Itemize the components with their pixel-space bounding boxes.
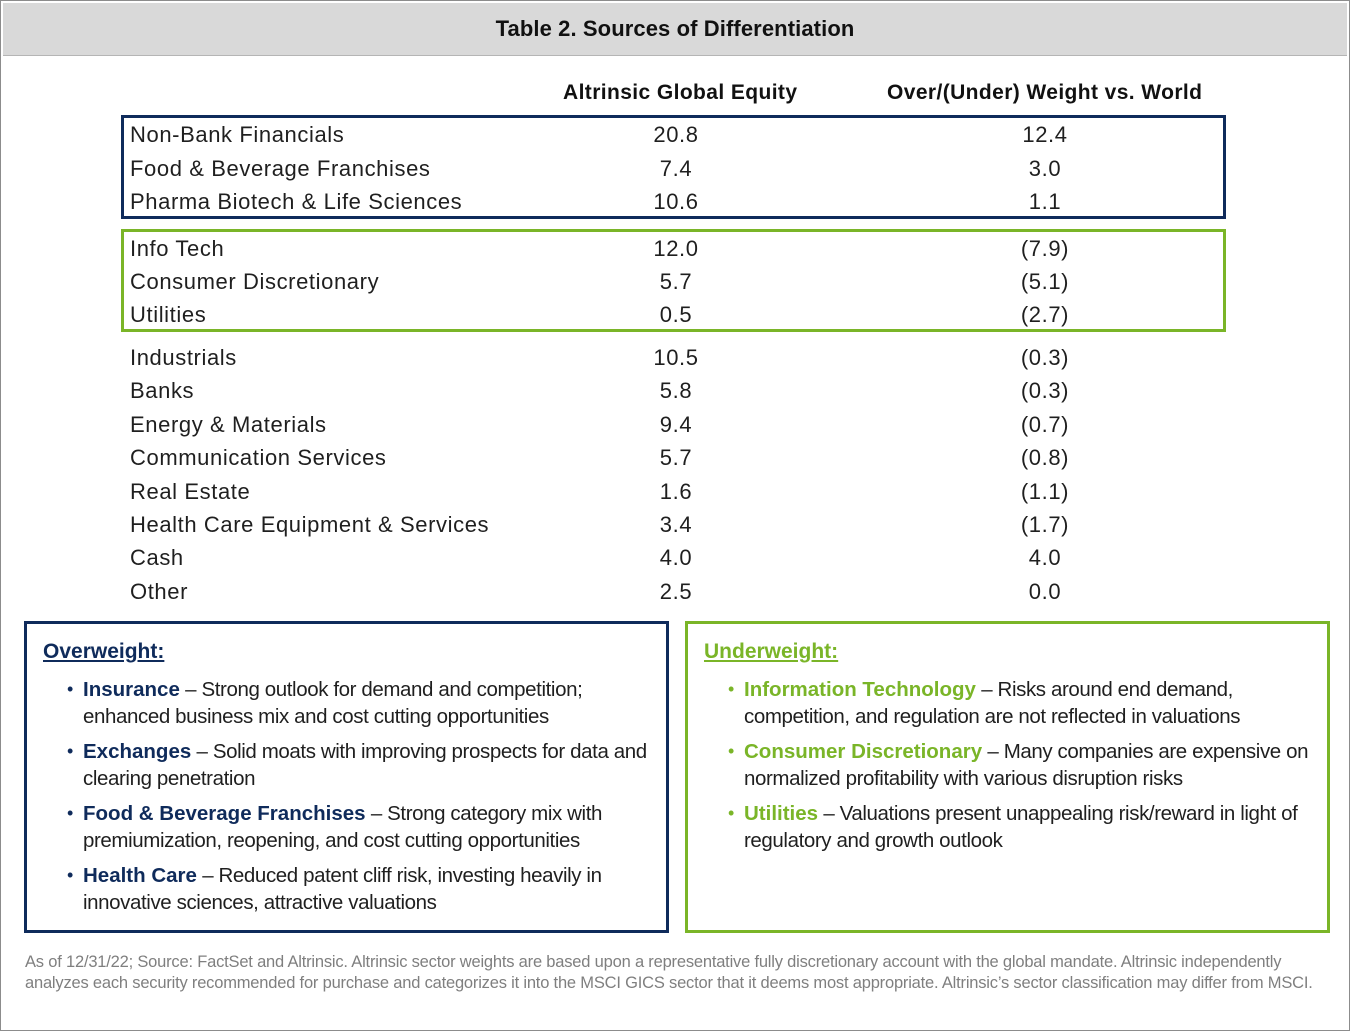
- portfolio-weight: 3.4: [659, 512, 693, 537]
- underweight-sector-group: Info Tech 12.0 (7.9) Consumer Discretion…: [121, 229, 1226, 332]
- table-row: Info Tech 12.0 (7.9): [124, 236, 1223, 266]
- overweight-sector-group: Non-Bank Financials 20.8 12.4 Food & Bev…: [121, 115, 1226, 219]
- other-sector-group: Industrials 10.5 (0.3) Banks 5.8 (0.3) E…: [121, 341, 1226, 611]
- relative-weight: 1.1: [1028, 189, 1062, 214]
- portfolio-weight: 10.5: [653, 345, 699, 370]
- sector-label: Banks: [130, 378, 195, 403]
- bullet-text: – Strong outlook for demand and competit…: [83, 678, 583, 728]
- list-item: • Health Care – Reduced patent cliff risk…: [67, 862, 650, 916]
- sector-label: Energy & Materials: [130, 412, 327, 437]
- portfolio-weight: 4.0: [659, 545, 693, 570]
- sector-label: Other: [130, 579, 189, 604]
- table-row: Non-Bank Financials 20.8 12.4: [124, 122, 1223, 152]
- portfolio-weight: 2.5: [659, 579, 693, 604]
- portfolio-weight: 7.4: [659, 156, 693, 181]
- sector-label: Health Care Equipment & Services: [130, 512, 490, 537]
- list-item: • Insurance – Strong outlook for demand a…: [67, 676, 650, 730]
- underweight-bullet-list: • Information Technology – Risks around e…: [704, 676, 1311, 854]
- relative-weight: 3.0: [1028, 156, 1062, 181]
- bullet-term: Food & Beverage Franchises: [83, 802, 366, 825]
- table-row: Consumer Discretionary 5.7 (5.1): [124, 269, 1223, 299]
- portfolio-weight: 0.5: [659, 302, 693, 327]
- sector-label: Cash: [130, 545, 184, 570]
- relative-weight: (0.7): [1020, 412, 1070, 437]
- relative-weight: (1.7): [1020, 512, 1070, 537]
- underweight-heading: Underweight:: [704, 640, 839, 663]
- bullet-term: Exchanges: [83, 740, 192, 763]
- portfolio-weight: 5.8: [659, 378, 693, 403]
- relative-weight: (0.3): [1020, 378, 1070, 403]
- sector-label: Food & Beverage Franchises: [130, 156, 431, 181]
- overweight-bullet-list: • Insurance – Strong outlook for demand a…: [43, 676, 650, 916]
- bullet-icon: •: [67, 679, 73, 699]
- portfolio-weight: 9.4: [659, 412, 693, 437]
- table-row: Other 2.5 0.0: [124, 579, 1223, 609]
- sector-label: Pharma Biotech & Life Sciences: [130, 189, 463, 214]
- bullet-text: – Many companies are expensive on normal…: [744, 740, 1309, 790]
- portfolio-weight: 1.6: [659, 479, 693, 504]
- bullet-icon: •: [728, 679, 734, 699]
- relative-weight: 4.0: [1028, 545, 1062, 570]
- bullet-icon: •: [728, 803, 734, 823]
- relative-weight: (2.7): [1020, 302, 1070, 327]
- relative-weight: 0.0: [1028, 579, 1062, 604]
- portfolio-weight: 20.8: [653, 122, 699, 147]
- list-item: • Information Technology – Risks around e…: [728, 676, 1311, 730]
- portfolio-weight: 10.6: [653, 189, 699, 214]
- table-row: Health Care Equipment & Services 3.4 (1.…: [124, 512, 1223, 542]
- bullet-icon: •: [67, 865, 73, 885]
- bullet-term: Consumer Discretionary: [744, 740, 983, 763]
- table-row: Industrials 10.5 (0.3): [124, 345, 1223, 375]
- list-item: • Utilities – Valuations present unappeal…: [728, 800, 1311, 854]
- bullet-text: – Reduced patent cliff risk, investing h…: [83, 864, 602, 914]
- table-row: Food & Beverage Franchises 7.4 3.0: [124, 156, 1223, 186]
- bullet-text: – Strong category mix with premiumizatio…: [83, 802, 602, 852]
- list-item: • Consumer Discretionary – Many companies…: [728, 738, 1311, 792]
- table-row: Utilities 0.5 (2.7): [124, 302, 1223, 332]
- table-row: Communication Services 5.7 (0.8): [124, 445, 1223, 475]
- sector-label: Info Tech: [130, 236, 225, 261]
- overweight-heading: Overweight:: [43, 640, 165, 663]
- sector-label: Consumer Discretionary: [130, 269, 380, 294]
- table-row: Real Estate 1.6 (1.1): [124, 479, 1223, 509]
- portfolio-weight: 5.7: [659, 269, 693, 294]
- portfolio-weight: 5.7: [659, 445, 693, 470]
- sector-label: Real Estate: [130, 479, 251, 504]
- table-title: Table 2. Sources of Differentiation: [3, 3, 1347, 56]
- relative-weight: (1.1): [1020, 479, 1070, 504]
- bullet-icon: •: [67, 741, 73, 761]
- table-row: Banks 5.8 (0.3): [124, 378, 1223, 408]
- bullet-term: Health Care: [83, 864, 197, 887]
- list-item: • Food & Beverage Franchises – Strong cat…: [67, 800, 650, 854]
- relative-weight: (5.1): [1020, 269, 1070, 294]
- table-row: Cash 4.0 4.0: [124, 545, 1223, 575]
- list-item: • Exchanges – Solid moats with improving …: [67, 738, 650, 792]
- bullet-term: Insurance: [83, 678, 180, 701]
- sector-label: Utilities: [130, 302, 207, 327]
- column-header-over-under-weight: Over/(Under) Weight vs. World: [887, 81, 1203, 104]
- underweight-commentary-box: Underweight: • Information Technology – R…: [685, 621, 1330, 933]
- relative-weight: (7.9): [1020, 236, 1070, 261]
- relative-weight: (0.3): [1020, 345, 1070, 370]
- relative-weight: (0.8): [1020, 445, 1070, 470]
- relative-weight: 12.4: [1022, 122, 1068, 147]
- column-header-altrinsic-global-equity: Altrinsic Global Equity: [563, 81, 798, 104]
- source-footnote: As of 12/31/22; Source: FactSet and Altr…: [25, 953, 1313, 992]
- bullet-text: – Valuations present unappealing risk/re…: [744, 802, 1298, 852]
- bullet-text: – Risks around end demand, competition, …: [744, 678, 1241, 728]
- sector-label: Non-Bank Financials: [130, 122, 345, 147]
- table-row: Energy & Materials 9.4 (0.7): [124, 412, 1223, 442]
- table-row: Pharma Biotech & Life Sciences 10.6 1.1: [124, 189, 1223, 219]
- portfolio-weight: 12.0: [653, 236, 699, 261]
- bullet-term: Utilities: [744, 802, 819, 825]
- overweight-commentary-box: Overweight: • Insurance – Strong outlook …: [24, 621, 669, 933]
- sector-label: Communication Services: [130, 445, 387, 470]
- bullet-icon: •: [67, 803, 73, 823]
- sector-label: Industrials: [130, 345, 237, 370]
- bullet-icon: •: [728, 741, 734, 761]
- bullet-term: Information Technology: [744, 678, 976, 701]
- bullet-text: – Solid moats with improving prospects f…: [83, 740, 647, 790]
